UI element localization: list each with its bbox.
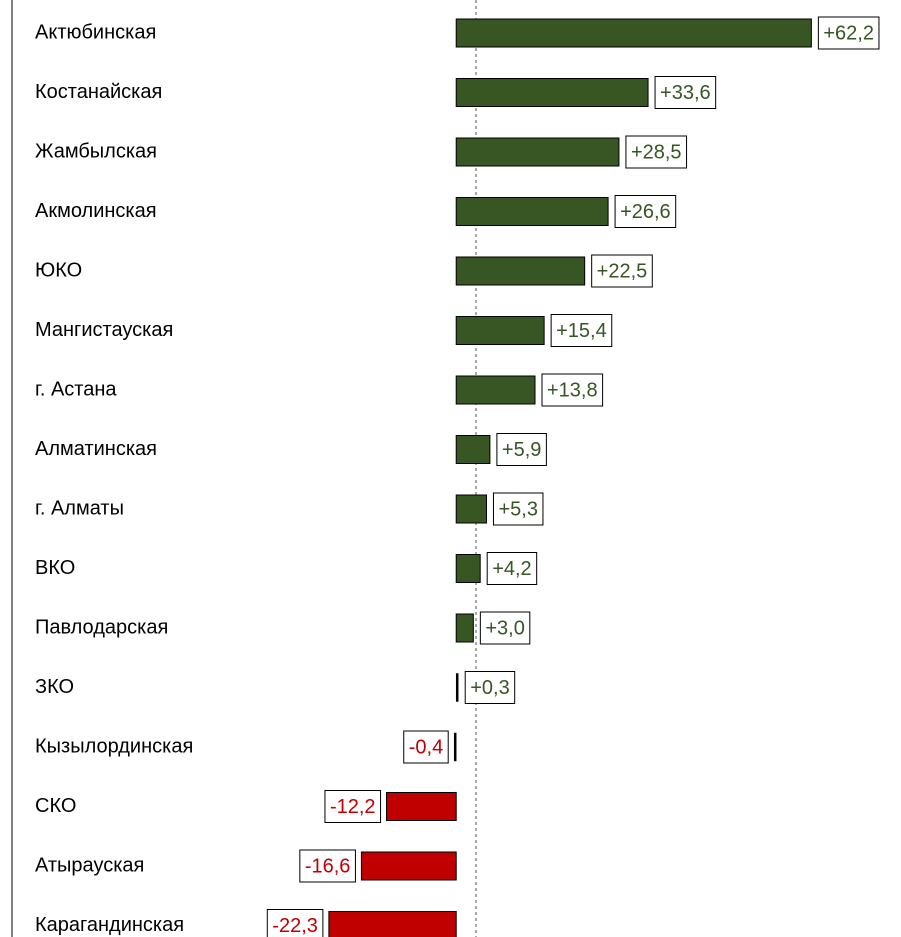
bar — [360, 851, 457, 881]
bar — [455, 18, 812, 48]
value-label: -12,2 — [330, 796, 376, 818]
bar — [455, 256, 586, 286]
category-label: СКО — [35, 795, 76, 817]
category-label: Павлодарская — [35, 616, 168, 638]
bar — [455, 673, 459, 702]
value-label-box — [464, 671, 516, 704]
bar — [386, 792, 457, 821]
value-label-box — [614, 195, 677, 228]
category-label: Актюбинская — [35, 21, 156, 43]
bar — [455, 78, 649, 107]
value-label: +15,4 — [556, 320, 607, 342]
value-label: +26,6 — [620, 201, 671, 223]
bar — [455, 197, 609, 226]
bar — [455, 375, 536, 405]
category-label: Кызылординская — [35, 735, 193, 757]
category-label: ЮКО — [35, 259, 82, 281]
category-label: Карагандинская — [35, 914, 184, 936]
category-label: Мангистауская — [35, 319, 173, 341]
bar — [455, 316, 545, 345]
value-label: +62,2 — [823, 22, 874, 44]
category-label: Атырауская — [35, 854, 144, 876]
value-label-box — [496, 433, 547, 466]
value-label: -22,3 — [272, 915, 318, 937]
bar — [453, 732, 457, 762]
category-label: Жамбылская — [35, 140, 157, 162]
category-label: г. Астана — [35, 378, 117, 400]
value-label: +3,0 — [485, 617, 524, 639]
category-label: Алматинская — [35, 438, 157, 460]
value-label: +28,5 — [631, 141, 682, 163]
value-label-box — [654, 76, 717, 109]
bar — [455, 554, 481, 583]
value-label-box — [591, 254, 653, 288]
value-label-box — [479, 611, 531, 645]
bar — [455, 137, 620, 167]
value-label-box — [266, 909, 324, 937]
value-label: +33,6 — [660, 82, 711, 104]
category-label: ВКО — [35, 557, 75, 579]
value-label: +4,2 — [492, 558, 531, 580]
value-label: -16,6 — [305, 855, 351, 877]
bar — [455, 613, 474, 643]
category-label: Акмолинская — [35, 200, 157, 222]
value-label-box — [492, 492, 544, 526]
category-label: Костанайская — [35, 81, 162, 103]
bar — [328, 911, 457, 937]
value-label-box — [817, 16, 880, 50]
value-label: -0,4 — [409, 736, 443, 758]
bar — [455, 494, 487, 524]
value-label-box — [625, 135, 688, 169]
value-label-box — [486, 552, 538, 585]
category-label: ЗКО — [35, 676, 74, 698]
value-label-box — [299, 849, 356, 883]
value-label: +5,9 — [502, 439, 541, 461]
value-label: +13,8 — [547, 379, 598, 401]
value-label-box — [550, 314, 613, 347]
value-label: +5,3 — [498, 498, 537, 520]
value-label-box — [324, 790, 382, 823]
value-label-box — [541, 373, 604, 407]
value-label: +0,3 — [470, 677, 509, 699]
bar — [455, 435, 491, 464]
category-label: г. Алматы — [35, 497, 124, 519]
value-label: +22,5 — [597, 260, 648, 282]
value-label-box — [403, 730, 449, 764]
